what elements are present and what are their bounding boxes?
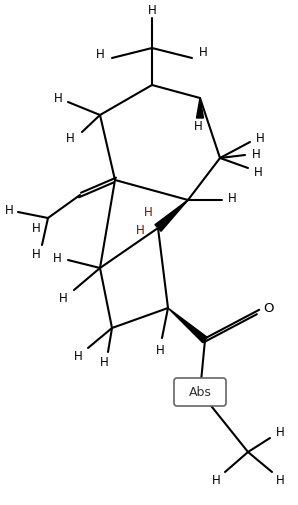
Text: H: H — [254, 166, 262, 178]
FancyBboxPatch shape — [174, 378, 226, 406]
Text: H: H — [212, 475, 221, 487]
Text: H: H — [156, 343, 164, 357]
Polygon shape — [196, 98, 204, 118]
Text: H: H — [66, 131, 74, 144]
Text: H: H — [96, 48, 104, 62]
Text: H: H — [136, 224, 144, 236]
Text: O: O — [263, 301, 273, 315]
Text: H: H — [276, 475, 284, 487]
Text: H: H — [59, 291, 67, 305]
Text: H: H — [74, 349, 82, 363]
Text: H: H — [32, 222, 40, 234]
Text: H: H — [100, 356, 108, 369]
Text: H: H — [256, 131, 264, 144]
Text: H: H — [32, 248, 40, 262]
Text: H: H — [148, 4, 156, 17]
Text: H: H — [54, 91, 62, 105]
Text: H: H — [276, 426, 284, 438]
Text: H: H — [144, 206, 152, 219]
Text: H: H — [199, 45, 207, 59]
Polygon shape — [155, 200, 188, 231]
Text: H: H — [194, 120, 202, 132]
Polygon shape — [168, 308, 207, 343]
Text: H: H — [5, 204, 13, 217]
Text: H: H — [252, 148, 260, 162]
Text: H: H — [53, 251, 61, 265]
Text: Abs: Abs — [189, 385, 212, 398]
Text: H: H — [228, 191, 236, 205]
